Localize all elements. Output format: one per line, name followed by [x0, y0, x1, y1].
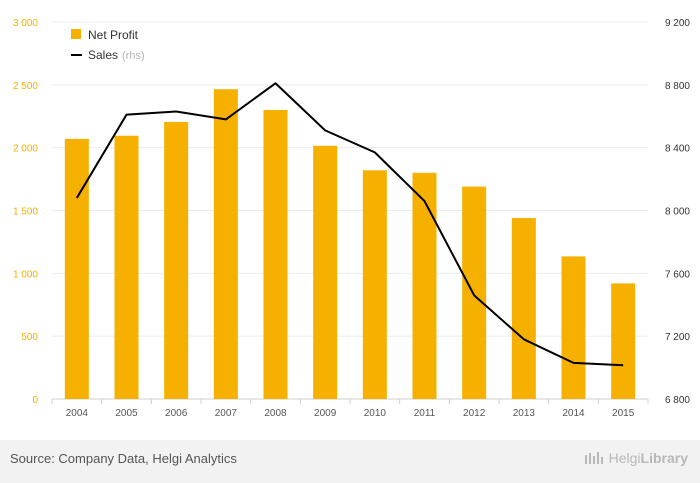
left-tick-label: 3 000: [13, 18, 38, 29]
legend-swatch-net-profit: [71, 29, 81, 39]
line-sales: [75, 82, 624, 367]
line-series-sales: [75, 82, 624, 367]
x-tick-label: 2006: [165, 408, 188, 419]
legend-label-net-profit: Net Profit: [88, 28, 139, 42]
bar-net-profit-2014: [561, 256, 586, 399]
bar-net-profit-2007: [213, 89, 238, 400]
gridlines: [52, 21, 648, 400]
x-tick-label: 2007: [215, 408, 238, 419]
right-tick-label: 6 800: [665, 395, 690, 406]
bar-net-profit-2009: [313, 145, 338, 399]
legend-label-sales: Sales (rhs): [88, 48, 145, 62]
library-icon: [584, 452, 603, 464]
bar-net-profit-2008: [263, 109, 288, 399]
legend: Net Profit Sales (rhs): [71, 28, 145, 62]
left-tick-label: 500: [21, 332, 38, 343]
left-tick-label: 1 500: [13, 207, 38, 218]
right-tick-label: 8 400: [665, 144, 690, 155]
right-tick-label: 9 200: [665, 18, 690, 29]
brand-text-a: Helgi: [608, 450, 641, 466]
legend-label-sales-name: Sales: [88, 48, 118, 62]
left-tick-label: 2 500: [13, 81, 38, 92]
brand-text-b: Library: [640, 450, 688, 466]
bar-net-profit-2005: [114, 135, 139, 399]
right-tick-label: 7 200: [665, 332, 690, 343]
x-tick-label: 2015: [612, 408, 635, 419]
x-tick-label: 2012: [463, 408, 486, 419]
brand-text: HelgiLibrary: [609, 450, 688, 466]
bar-net-profit-2015: [611, 283, 636, 399]
x-tick-label: 2014: [562, 408, 585, 419]
right-tick-label: 7 600: [665, 269, 690, 280]
x-tick-label: 2005: [115, 408, 138, 419]
bar-net-profit-2013: [511, 218, 536, 399]
chart: 2004 2005 2006 2007 2008 2009 2010 2011 2012 2013…: [13, 18, 690, 419]
bar-net-profit-2012: [462, 186, 487, 399]
x-tick-label: 2010: [364, 408, 387, 419]
left-tick-label: 1 000: [13, 269, 38, 280]
legend-label-sales-suffix: (rhs): [122, 50, 145, 62]
left-axis: 0 500 1 000 1 500 2 000 2 500 3 000: [13, 18, 38, 406]
right-tick-label: 8 800: [665, 81, 690, 92]
bar-series-net-profit: [64, 89, 636, 400]
right-tick-label: 8 000: [665, 207, 690, 218]
x-tick-label: 2008: [264, 408, 287, 419]
source-note: Source: Company Data, Helgi Analytics: [10, 451, 237, 466]
left-tick-label: 2 000: [13, 144, 38, 155]
brand-logo: HelgiLibrary: [584, 450, 688, 466]
bar-net-profit-2006: [164, 121, 189, 399]
bar-net-profit-2011: [412, 172, 437, 399]
bar-net-profit-2010: [362, 170, 387, 399]
right-axis: 6 800 7 200 7 600 8 000 8 400 8 800 9 200: [665, 18, 690, 406]
bar-net-profit-2004: [64, 138, 89, 399]
footer: Source: Company Data, Helgi Analytics He…: [0, 440, 700, 483]
x-tick-label: 2009: [314, 408, 337, 419]
left-tick-label: 0: [32, 395, 38, 406]
x-axis: 2004 2005 2006 2007 2008 2009 2010 2011 2012 2013…: [51, 399, 649, 419]
x-tick-label: 2013: [513, 408, 536, 419]
x-tick-label: 2011: [414, 408, 436, 419]
x-tick-label: 2004: [66, 408, 89, 419]
